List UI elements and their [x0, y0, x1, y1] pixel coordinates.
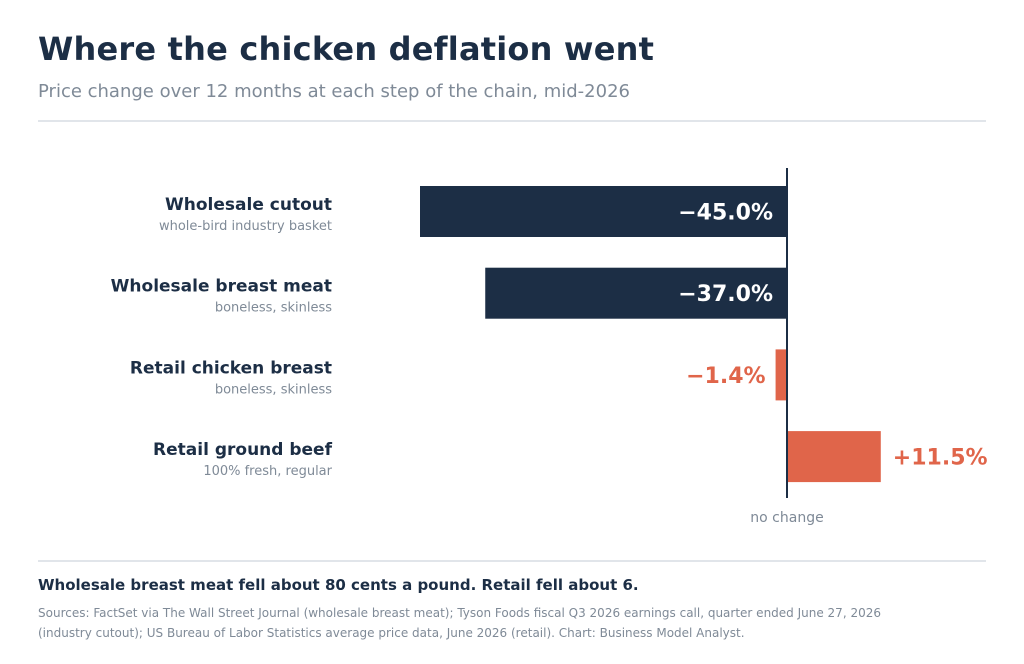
category-note: whole-bird industry basket — [159, 219, 332, 234]
category-note: boneless, skinless — [215, 382, 332, 397]
bottom-divider — [38, 560, 986, 562]
sources-note: Sources: FactSet via The Wall Street Jou… — [38, 606, 881, 640]
category-label: Retail chicken breast — [130, 358, 332, 378]
category-label: Retail ground beef — [153, 440, 333, 460]
bar-chart: −45.0% Wholesale cutout whole-bird industr… — [111, 168, 988, 526]
data-label: −37.0% — [678, 282, 773, 307]
bar — [420, 186, 787, 237]
category-label: Wholesale cutout — [165, 195, 332, 215]
category-note: 100% fresh, regular — [203, 464, 332, 479]
bar — [485, 267, 787, 319]
chart-title: Where the chicken deflation went — [38, 30, 655, 68]
category-label: Wholesale breast meat — [111, 277, 332, 297]
bar — [775, 349, 787, 401]
zero-axis-label: no change — [750, 510, 823, 526]
top-divider — [38, 120, 986, 122]
data-label: +11.5% — [893, 446, 988, 471]
data-label: −1.4% — [686, 364, 765, 389]
data-label: −45.0% — [678, 201, 773, 226]
bar — [787, 431, 881, 483]
footer-note: Wholesale breast meat fell about 80 cent… — [38, 576, 639, 594]
category-note: boneless, skinless — [215, 301, 332, 316]
chart-subtitle: Price change over 12 months at each step… — [38, 81, 630, 102]
